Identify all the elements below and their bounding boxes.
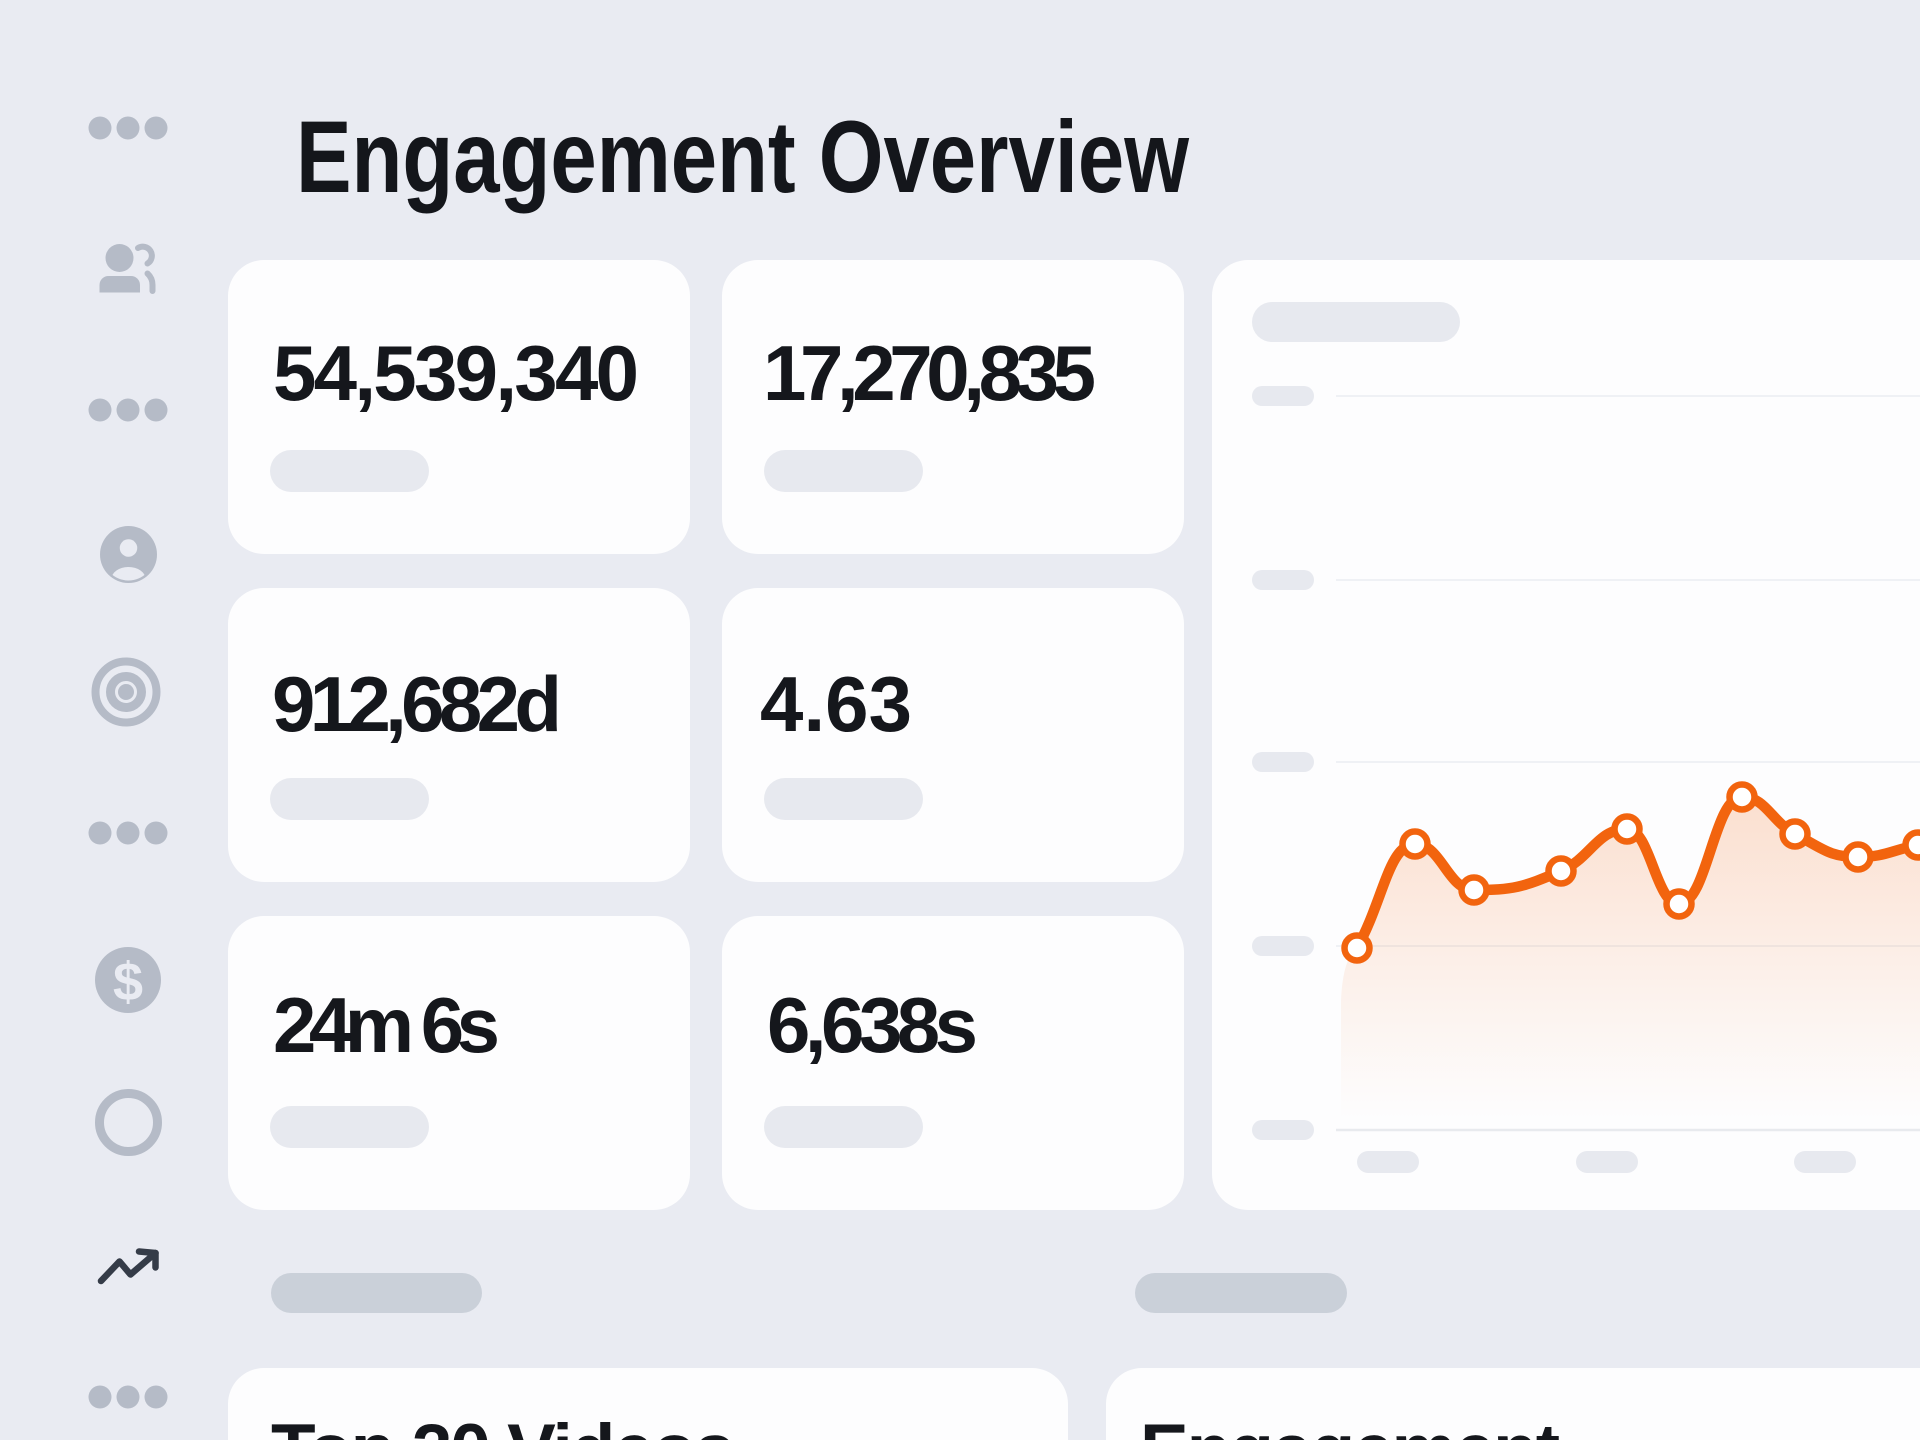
svg-text:Engagement Overview: Engagement Overview — [296, 100, 1190, 214]
svg-text:Top 20 Videos: Top 20 Videos — [271, 1410, 733, 1440]
svg-text:24m 6s: 24m 6s — [273, 981, 500, 1069]
svg-text:17,270,835: 17,270,835 — [763, 329, 1096, 417]
svg-text:Engagement: Engagement — [1140, 1410, 1560, 1440]
svg-text:912,682d: 912,682d — [272, 660, 562, 748]
svg-text:54,539,340: 54,539,340 — [273, 329, 639, 417]
svg-text:$: $ — [113, 952, 143, 1012]
svg-text:6,638s: 6,638s — [767, 981, 978, 1069]
svg-text:4.63: 4.63 — [760, 660, 912, 748]
